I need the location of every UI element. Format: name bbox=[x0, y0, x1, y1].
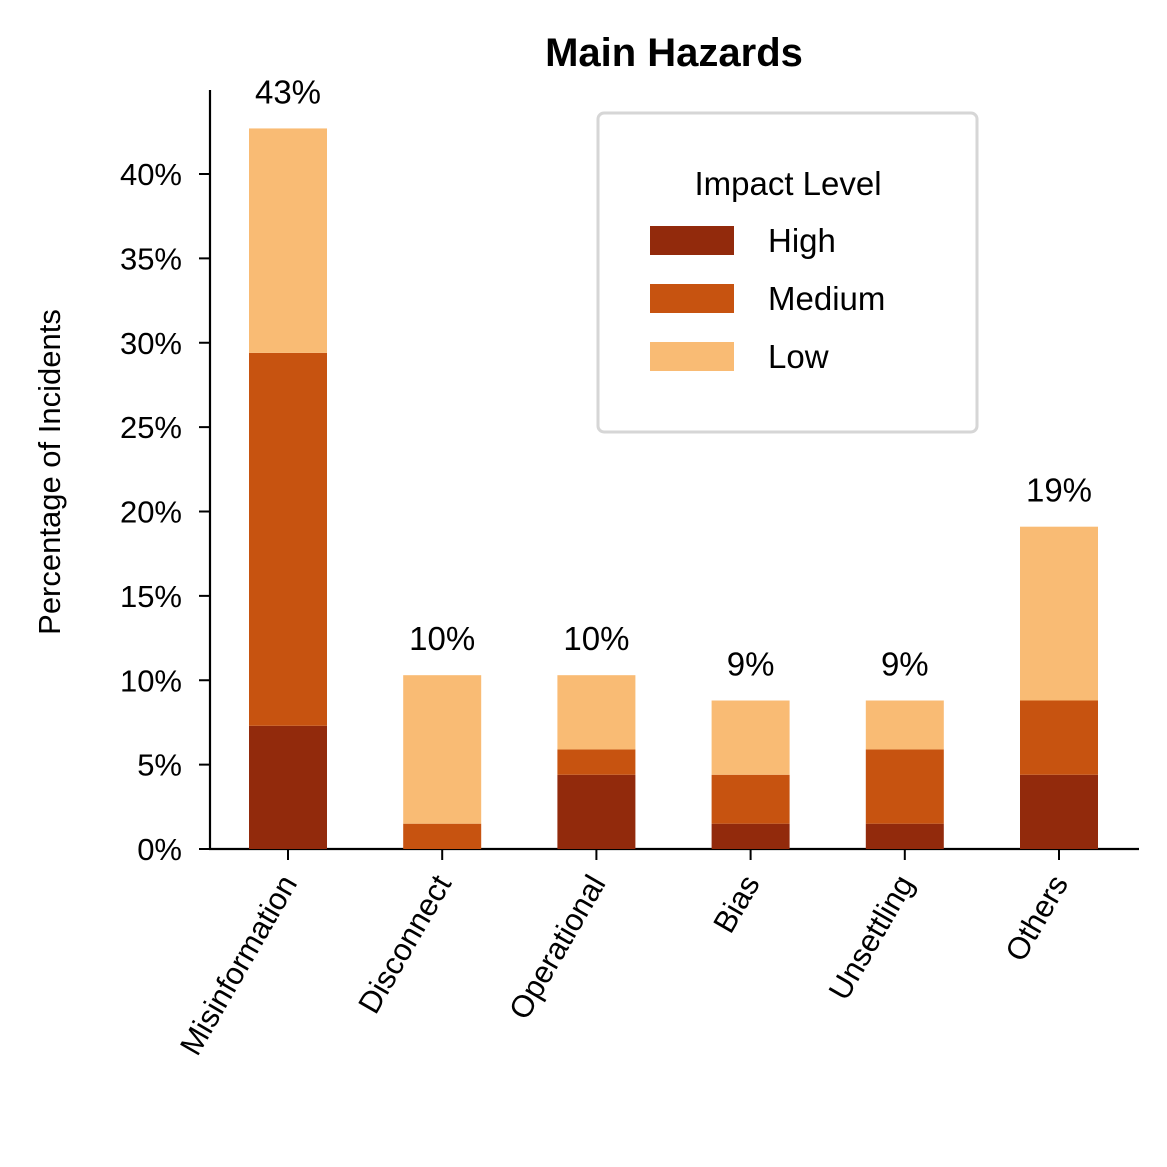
bar-segment-high bbox=[1020, 774, 1098, 849]
bar-total-label: 10% bbox=[563, 620, 629, 657]
bar-total-label: 9% bbox=[881, 646, 929, 683]
legend-label-medium: Medium bbox=[768, 280, 885, 317]
y-tick-label: 30% bbox=[120, 326, 182, 361]
bar-segment-medium bbox=[711, 774, 790, 824]
bar-segment-low bbox=[865, 700, 944, 750]
y-tick-label: 35% bbox=[120, 241, 182, 276]
bar-total-label: 10% bbox=[409, 620, 475, 657]
bar-segment-medium bbox=[403, 823, 482, 849]
x-tick-label: Unsettling bbox=[822, 869, 921, 1006]
bar-segment-high bbox=[711, 823, 790, 849]
x-tick-label: Bias bbox=[706, 869, 766, 939]
bar-segment-medium bbox=[1020, 700, 1098, 775]
bar-segment-high bbox=[557, 774, 636, 849]
y-tick-label: 5% bbox=[137, 748, 182, 783]
chart-title: Main Hazards bbox=[545, 31, 803, 75]
x-tick-label: Operational bbox=[502, 869, 612, 1025]
legend-title: Impact Level bbox=[694, 165, 881, 202]
x-tick-label: Misinformation bbox=[173, 869, 304, 1061]
y-tick-label: 10% bbox=[120, 663, 182, 698]
legend-swatch-low bbox=[650, 342, 734, 371]
y-tick-label: 0% bbox=[137, 832, 182, 867]
bar-segment-low bbox=[249, 128, 327, 353]
legend-label-high: High bbox=[768, 222, 836, 259]
bar-segment-low bbox=[557, 675, 636, 750]
bar-segment-medium bbox=[865, 749, 944, 824]
bar-segment-medium bbox=[557, 749, 636, 775]
legend-swatch-medium bbox=[650, 284, 734, 313]
bar-segment-high bbox=[865, 823, 944, 849]
y-tick-label: 20% bbox=[120, 495, 182, 530]
bar-segment-high bbox=[249, 725, 327, 849]
bar-segment-low bbox=[711, 700, 790, 775]
plot-area: 0% 5% 10% 15% 20% 25% 30% 35% 40% 43% Misinformati… bbox=[120, 73, 1139, 1061]
y-tick-label: 25% bbox=[120, 410, 182, 445]
bar-total-label: 9% bbox=[727, 646, 775, 683]
x-tick-label: Disconnect bbox=[351, 869, 458, 1020]
y-tick-label: 40% bbox=[120, 157, 182, 192]
bar-total-label: 19% bbox=[1026, 472, 1092, 509]
x-tick-label: Others bbox=[998, 869, 1075, 967]
bar-segment-low bbox=[1020, 526, 1098, 701]
y-axis-title: Percentage of Incidents bbox=[32, 309, 67, 635]
bar-segment-low bbox=[403, 675, 482, 824]
legend-frame bbox=[596, 111, 979, 434]
legend: Impact Level High Medium Low bbox=[596, 111, 979, 434]
bar-total-label: 43% bbox=[255, 73, 321, 110]
legend-label-low: Low bbox=[768, 338, 829, 375]
bar-segment-medium bbox=[249, 352, 327, 726]
legend-swatch-high bbox=[650, 226, 734, 255]
y-tick-label: 15% bbox=[120, 579, 182, 614]
